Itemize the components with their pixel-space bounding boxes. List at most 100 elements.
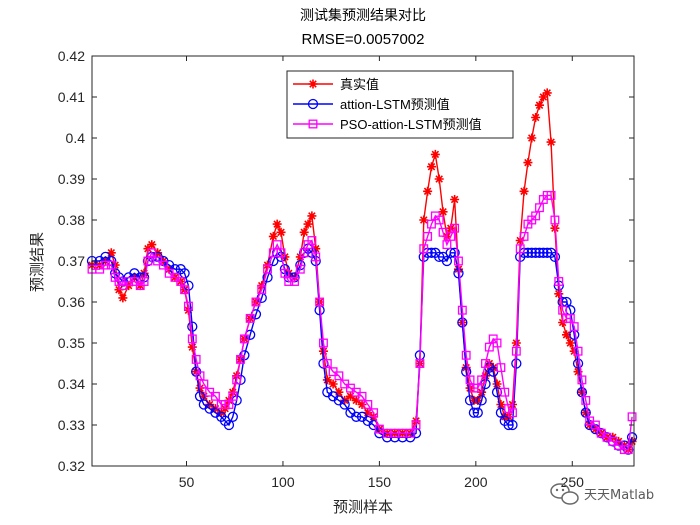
- data-point: [430, 149, 440, 159]
- data-point: [434, 174, 444, 184]
- data-point: [106, 260, 116, 270]
- data-point: [318, 346, 328, 356]
- chart-title: 测试集预测结果对比: [300, 7, 426, 24]
- legend-entry: 真实值: [293, 77, 379, 92]
- data-point: [319, 338, 328, 348]
- data-point: [147, 240, 157, 250]
- data-point: [322, 375, 332, 385]
- data-point: [546, 137, 556, 147]
- series-line: [92, 194, 633, 451]
- legend-label: PSO-attion-LSTM预测值: [340, 117, 482, 132]
- data-point: [530, 247, 541, 258]
- data-point: [503, 419, 514, 431]
- data-point: [118, 293, 128, 303]
- data-point: [476, 395, 487, 406]
- data-point: [434, 215, 444, 225]
- y-tick-label: 0.32: [58, 458, 85, 474]
- data-point: [236, 354, 245, 364]
- data-point: [357, 391, 367, 401]
- x-tick-label: 100: [271, 474, 295, 490]
- legend-entry: attion-LSTM预测值: [293, 97, 450, 112]
- data-point: [461, 350, 471, 360]
- data-point: [507, 419, 518, 431]
- data-point: [434, 251, 445, 263]
- data-point: [454, 256, 463, 266]
- y-tick-label: 0.33: [58, 417, 85, 433]
- y-tick-label: 0.37: [58, 253, 85, 269]
- data-point: [477, 375, 487, 385]
- data-point: [623, 445, 633, 455]
- data-point: [464, 395, 476, 406]
- y-tick-label: 0.41: [58, 89, 85, 105]
- data-point: [523, 158, 533, 168]
- data-point: [565, 338, 575, 348]
- data-point: [577, 375, 587, 385]
- data-point: [531, 113, 541, 122]
- data-point: [496, 363, 506, 373]
- data-point: [158, 260, 168, 270]
- data-point: [334, 387, 344, 397]
- y-tick-label: 0.36: [58, 294, 85, 310]
- data-point: [268, 231, 278, 241]
- data-point: [496, 400, 506, 409]
- data-point: [369, 408, 379, 418]
- data-point: [546, 190, 556, 200]
- x-axis-label: 预测样本: [333, 498, 393, 516]
- data-point: [139, 277, 149, 286]
- data-point: [419, 244, 429, 254]
- data-point: [419, 215, 429, 225]
- data-point: [322, 359, 332, 368]
- wechat-icon: [550, 483, 579, 505]
- x-tick-label: 50: [179, 474, 195, 490]
- data-point: [492, 379, 502, 389]
- data-point: [180, 285, 190, 295]
- data-point: [627, 412, 637, 422]
- data-point: [187, 321, 198, 332]
- x-tick-label: 250: [561, 474, 585, 490]
- data-point: [315, 297, 325, 307]
- data-point: [245, 313, 255, 323]
- legend-marker: [308, 79, 318, 89]
- watermark-text: 天天Matlab: [584, 488, 654, 503]
- data-point: [295, 264, 305, 274]
- data-point: [101, 260, 110, 270]
- data-point: [284, 277, 294, 286]
- data-point: [263, 264, 272, 274]
- legend-label: attion-LSTM预测值: [340, 97, 450, 112]
- data-point: [426, 162, 436, 172]
- data-point: [357, 400, 367, 409]
- data-point: [210, 391, 220, 401]
- data-point: [590, 420, 600, 430]
- legend-marker: [307, 98, 319, 110]
- data-point: [272, 219, 282, 229]
- data-point: [345, 391, 355, 401]
- data-point: [334, 371, 344, 381]
- legend: 真实值 attion-LSTM预测值 PSO-attion-LSTM预测值: [286, 70, 514, 139]
- data-point: [183, 301, 193, 311]
- series-2: [87, 190, 637, 455]
- data-point: [554, 289, 564, 299]
- data-point: [299, 227, 309, 237]
- data-point: [351, 395, 361, 405]
- data-point: [147, 248, 157, 258]
- y-tick-label: 0.4: [66, 130, 86, 146]
- data-point: [569, 322, 579, 332]
- chart-subtitle: RMSE=0.0057002: [301, 31, 424, 48]
- series-layer: [86, 88, 638, 455]
- data-point: [519, 186, 529, 196]
- y-tick-label: 0.35: [58, 335, 85, 351]
- data-point: [534, 247, 545, 258]
- data-point: [251, 297, 261, 307]
- data-point: [538, 92, 548, 102]
- legend-entry: PSO-attion-LSTM预测值: [293, 117, 482, 132]
- data-point: [276, 248, 286, 258]
- data-point: [450, 195, 460, 204]
- data-point: [527, 133, 537, 143]
- ticks-layer: 0.32 0.33 0.34 0.35 0.36 0.37 0.38 0.39 0.4 0.41 0…: [58, 48, 634, 490]
- y-tick-label: 0.39: [58, 171, 85, 187]
- data-point: [228, 391, 238, 401]
- data-point: [311, 252, 321, 262]
- data-point: [561, 330, 571, 340]
